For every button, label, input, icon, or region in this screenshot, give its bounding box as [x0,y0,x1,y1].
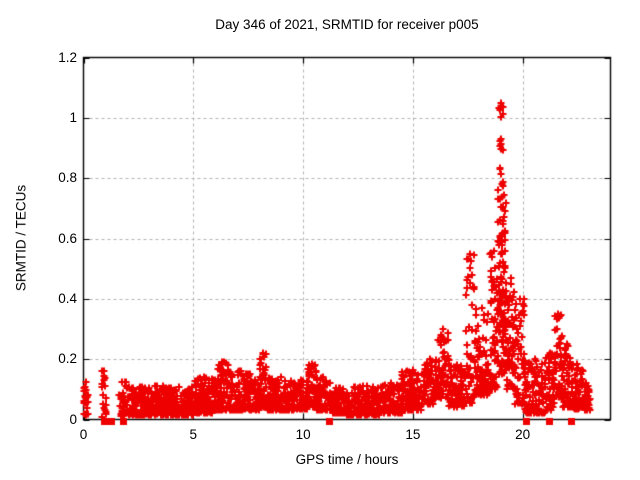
chart-title: Day 346 of 2021, SRMTID for receiver p00… [215,17,479,32]
x-tick-label: 5 [189,427,198,442]
x-tick-label: 0 [79,427,88,442]
x-axis-label: GPS time / hours [295,452,399,467]
y-tick-label: 0.4 [58,290,77,306]
x-tick-label: 15 [405,427,421,442]
y-tick-label: 1 [69,109,77,125]
y-tick-label: 0.6 [58,230,77,246]
x-tick-label: 20 [515,427,531,442]
y-tick-label: 0.2 [58,351,77,367]
y-tick-label: 0.8 [58,170,77,186]
x-tick-label: 10 [295,427,311,442]
y-tick-label: 1.2 [58,49,77,65]
y-tick-label: 0 [69,411,77,427]
